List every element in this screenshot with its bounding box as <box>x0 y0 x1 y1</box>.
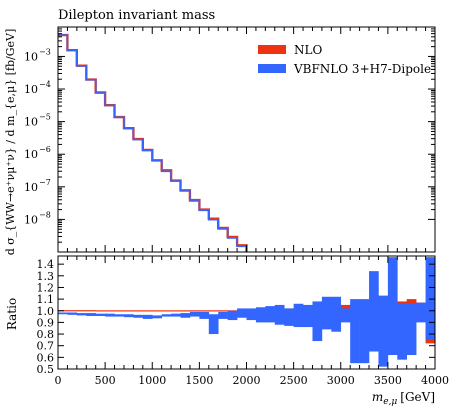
ratio-band-1 <box>143 315 153 319</box>
main-ytick-label: 10 <box>24 116 38 129</box>
ratio-histogram <box>58 257 435 367</box>
ratio-band-1 <box>77 313 87 315</box>
ratio-band-1 <box>86 313 96 316</box>
ratio-band-0 <box>181 310 191 311</box>
ratio-band-1 <box>124 314 134 317</box>
ratio-band-1 <box>181 313 191 318</box>
x-tick-label: 2500 <box>280 374 308 387</box>
ratio-band-1 <box>265 306 275 322</box>
main-ytick-label: 10 <box>24 213 38 226</box>
y-axis-label: d σ_{WW→e⁺νμ⁺ν} / d m_{e,μ} [fb/GeV] <box>4 29 17 255</box>
chart-title: Dilepton invariant mass <box>58 8 215 23</box>
ratio-band-1 <box>209 314 219 334</box>
x-axis-label-sub: e,μ <box>383 397 397 407</box>
ratio-band-1 <box>171 314 181 317</box>
ratio-band-0 <box>218 310 228 311</box>
main-frame <box>58 27 435 252</box>
main-ytick-label: 10 <box>24 148 38 161</box>
ratio-band-1 <box>416 303 426 323</box>
ratio-band-1 <box>256 307 266 322</box>
x-axis-label-main: m <box>372 390 383 404</box>
ratio-band-0 <box>143 310 153 311</box>
main-ytick-exp: −8 <box>39 210 51 219</box>
ratio-band-1 <box>58 313 68 315</box>
ratio-band-1 <box>275 305 285 325</box>
main-ytick-label: 10 <box>24 50 38 63</box>
ratio-band-1 <box>105 314 115 317</box>
main-ytick-exp: −4 <box>39 80 51 89</box>
ratio-band-1 <box>322 297 332 330</box>
ratio-band-1 <box>294 304 304 327</box>
ratio-clip-group <box>58 257 435 367</box>
main-ytick-label: 10 <box>24 181 38 194</box>
ratio-band-1 <box>67 313 77 315</box>
ratio-ytick-label: 0.5 <box>37 363 55 376</box>
main-ytick-exp: −6 <box>39 145 51 154</box>
ratio-band-1 <box>360 299 370 363</box>
ratio-band-0 <box>152 310 162 311</box>
ratio-band-1 <box>190 312 200 317</box>
ratio-band-1 <box>237 308 247 317</box>
main-series-line-0 <box>58 35 265 262</box>
x-tick-label: 3000 <box>327 374 355 387</box>
ratio-band-0 <box>77 310 87 311</box>
ratio-band-0 <box>105 310 115 311</box>
ratio-band-0 <box>67 310 77 311</box>
main-ytick-exp: −7 <box>39 178 51 187</box>
ratio-band-1 <box>199 312 209 319</box>
ratio-band-1 <box>228 311 238 320</box>
ratio-band-1 <box>350 299 360 363</box>
x-tick-label: 3500 <box>374 374 402 387</box>
x-tick-label: 0 <box>55 374 62 387</box>
ratio-band-1 <box>218 312 228 319</box>
main-axes: 10−310−410−510−610−710−8 <box>24 27 435 252</box>
ratio-band-0 <box>199 310 209 311</box>
ratio-band-1 <box>152 315 162 318</box>
x-axis-label-unit: [GeV] <box>400 390 435 404</box>
legend-swatch-nlo <box>258 45 286 54</box>
ratio-band-1 <box>341 308 351 322</box>
legend-swatch-vbfnlo <box>258 64 286 73</box>
ratio-y-axis-label: Ratio <box>5 298 19 330</box>
legend-label-nlo: NLO <box>294 43 322 57</box>
ratio-band-1 <box>162 314 172 316</box>
main-ytick-exp: −3 <box>39 47 51 56</box>
ratio-band-1 <box>284 308 294 325</box>
ratio-band-1 <box>407 304 417 355</box>
ratio-band-0 <box>171 310 181 311</box>
ratio-band-1 <box>303 305 313 327</box>
ratio-band-0 <box>162 310 172 311</box>
main-series-line-1 <box>58 35 265 262</box>
ratio-band-1 <box>378 296 388 367</box>
ratio-band-1 <box>388 257 398 355</box>
ratio-band-0 <box>115 310 125 311</box>
ratio-band-1 <box>96 314 106 316</box>
ratio-band-1 <box>426 257 436 340</box>
ratio-band-1 <box>312 301 322 341</box>
ratio-band-0 <box>96 310 106 311</box>
ratio-band-0 <box>209 310 219 311</box>
main-ytick-label: 10 <box>24 83 38 96</box>
ratio-band-1 <box>247 308 257 320</box>
x-tick-label: 1500 <box>185 374 213 387</box>
main-ytick-exp: −5 <box>39 113 51 122</box>
ratio-band-1 <box>133 315 143 318</box>
x-tick-label: 1000 <box>138 374 166 387</box>
x-tick-label: 4000 <box>421 374 449 387</box>
x-tick-label: 2000 <box>233 374 261 387</box>
ratio-band-0 <box>190 310 200 311</box>
legend-label-vbfnlo: VBFNLO 3+H7-Dipole <box>293 62 431 76</box>
x-axis-label: me,μ [GeV] <box>372 390 435 407</box>
x-tick-label: 500 <box>95 374 116 387</box>
ratio-band-0 <box>86 310 96 311</box>
legend: NLO VBFNLO 3+H7-Dipole <box>258 43 431 76</box>
ratio-band-0 <box>124 310 134 311</box>
ratio-band-0 <box>133 310 143 311</box>
ratio-band-1 <box>369 271 379 351</box>
main-histogram <box>58 35 265 262</box>
ratio-band-1 <box>115 314 125 316</box>
ratio-band-1 <box>331 297 341 332</box>
ratio-band-1 <box>397 304 407 360</box>
